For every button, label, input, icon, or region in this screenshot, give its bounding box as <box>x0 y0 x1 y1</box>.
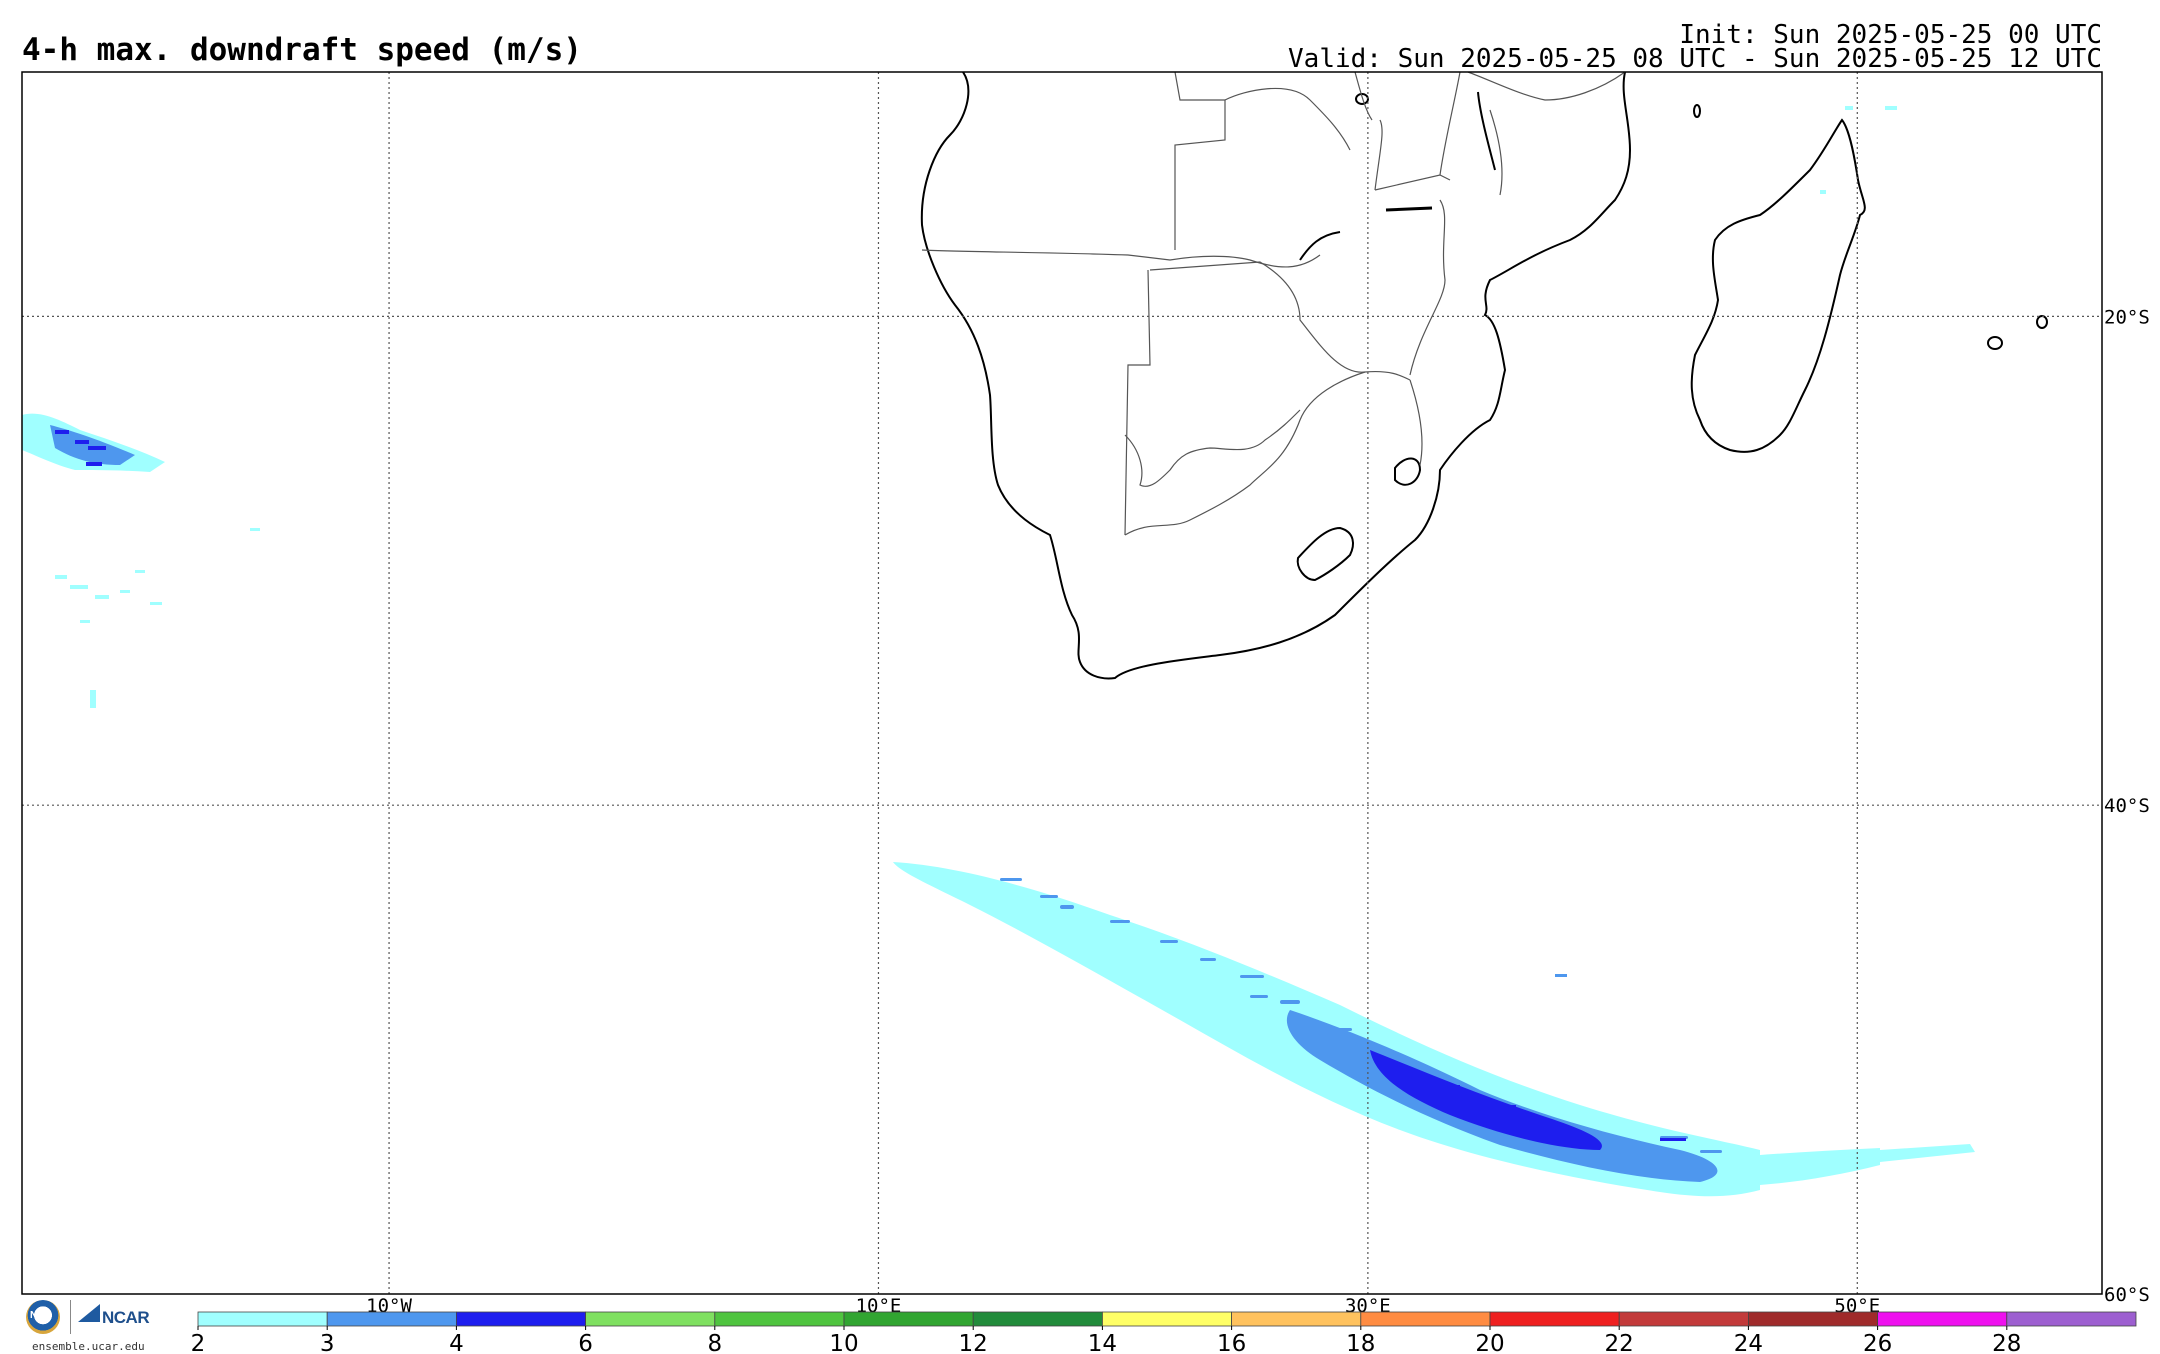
colorbar-tick-label: 12 <box>959 1331 988 1354</box>
colorbar-tick-label: 20 <box>1475 1331 1504 1354</box>
reunion-outline <box>2036 315 2048 329</box>
parallel-label: 20°S <box>2104 306 2150 328</box>
map-grid <box>22 72 2102 1294</box>
colorbar-swatch <box>1102 1311 1233 1327</box>
colorbar-swatch <box>326 1311 457 1327</box>
colorbar: 2 3 4 6 8 10 12 14 16 18 20 22 24 26 28 <box>191 1311 2137 1354</box>
downdraft-cluster-south-atlantic <box>22 413 260 708</box>
lake-kariba <box>1299 231 1341 261</box>
colorbar-swatch <box>843 1311 974 1327</box>
colorbar-swatch <box>1618 1311 1749 1327</box>
meridian-label: 50°E <box>1834 1295 1880 1317</box>
colorbar-swatch <box>1748 1311 1879 1327</box>
colorbar-tick-label: 10 <box>829 1331 858 1354</box>
colorbar-swatch <box>2006 1311 2137 1327</box>
map-frame <box>21 71 2103 1295</box>
logo-block: NSF NCAR ensemble.ucar.edu <box>22 1298 162 1354</box>
colorbar-swatch <box>972 1311 1103 1327</box>
colorbar-tick-label: 22 <box>1605 1331 1634 1354</box>
nsf-logo-text: NSF <box>30 1310 50 1321</box>
meridian-label: 30°E <box>1345 1295 1391 1317</box>
parallel-label: 60°S <box>2104 1284 2150 1306</box>
init-time: Init: Sun 2025-05-25 00 UTC <box>1679 20 2102 50</box>
meridian-label: 10°W <box>366 1295 412 1317</box>
band-3-4-region <box>1286 1010 1718 1182</box>
colorbar-swatch <box>1360 1311 1491 1327</box>
colorbar-swatch <box>1877 1311 2008 1327</box>
logo-divider <box>70 1300 71 1334</box>
lesotho-outline <box>1296 526 1354 582</box>
ncar-logo-text: NCAR <box>102 1308 150 1327</box>
downdraft-shading <box>22 106 1975 1197</box>
lake-tanganyika <box>1385 206 1433 212</box>
colorbar-tick-label: 2 <box>191 1331 206 1354</box>
colorbar-swatch <box>585 1311 716 1327</box>
colorbar-tick-label: 24 <box>1734 1331 1763 1354</box>
grid-labels: 10°W 10°E 30°E 50°E 20°S 40°S 60°S <box>366 306 2150 1317</box>
valid-time: Valid: Sun 2025-05-25 08 UTC - Sun 2025-… <box>1288 44 2102 74</box>
chart-title: 4-h max. downdraft speed (m/s) <box>22 32 582 68</box>
colorbar-tick-label: 26 <box>1863 1331 1892 1354</box>
madagascar-coastline <box>1690 118 1866 453</box>
coastlines-and-borders <box>920 72 2048 680</box>
lake-malawi <box>1477 91 1496 171</box>
colorbar-tick-label: 18 <box>1346 1331 1375 1354</box>
ncar-logo-icon <box>78 1304 100 1322</box>
colorbar-swatch <box>197 1311 328 1327</box>
mauritius-outline <box>1987 336 2003 350</box>
colorbar-tick-label: 28 <box>1992 1331 2021 1354</box>
colorbar-tick-label: 8 <box>707 1331 722 1354</box>
parallel-label: 40°S <box>2104 795 2150 817</box>
eswatini-outline <box>1394 457 1422 486</box>
band-4-6-core <box>1370 1050 1602 1150</box>
colorbar-tick-label: 16 <box>1217 1331 1246 1354</box>
nsf-logo-icon <box>26 1300 60 1334</box>
colorbar-swatch <box>1489 1311 1620 1327</box>
colorbar-swatch <box>1231 1311 1362 1327</box>
site-url: ensemble.ucar.edu <box>32 1340 145 1353</box>
meridian-label: 10°E <box>856 1295 902 1317</box>
colorbar-swatch <box>714 1311 845 1327</box>
colorbar-tick-label: 6 <box>578 1331 593 1354</box>
colorbar-tick-label: 3 <box>320 1331 335 1354</box>
colorbar-tick-label: 4 <box>449 1331 464 1354</box>
africa-coastline <box>920 72 1632 680</box>
comoros-outline <box>1693 104 1701 118</box>
colorbar-swatch <box>455 1311 586 1327</box>
downdraft-band-southern-ocean <box>893 862 1975 1197</box>
colorbar-tick-label: 14 <box>1088 1331 1117 1354</box>
